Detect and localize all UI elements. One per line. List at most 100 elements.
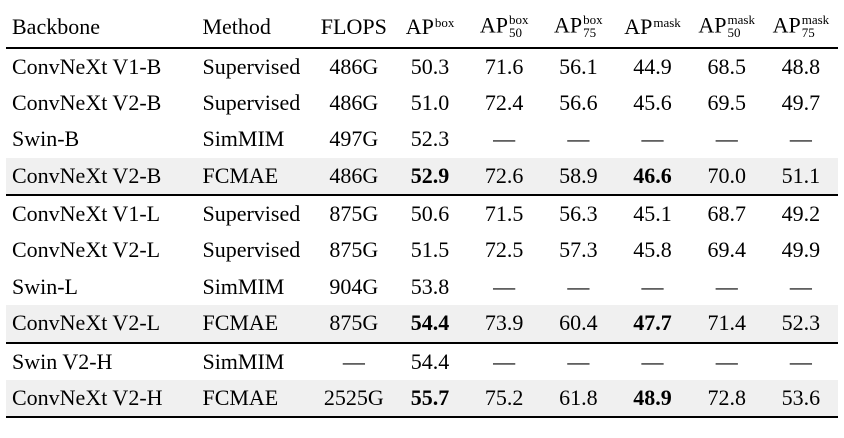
table-cell: —: [567, 348, 590, 374]
table-cell: SimMIM: [202, 126, 285, 152]
supsub-stack: mask 50: [727, 12, 755, 41]
table-cell: 57.3: [559, 237, 598, 263]
table-row: ConvNeXt V2-L Supervised 875G 51.5 72.5 57.3 4…: [6, 232, 838, 268]
table-cell: —: [715, 348, 738, 374]
table-cell: Swin V2-H: [12, 348, 113, 374]
table-cell: 75.2: [484, 385, 524, 411]
supsub-stack: box 75: [583, 12, 603, 41]
column-header-label: FLOPS: [320, 14, 387, 40]
column-header-label: AP: [772, 12, 801, 38]
table-cell: 71.6: [484, 53, 524, 79]
column-header-ap-box: APbox: [393, 3, 467, 48]
supsub-stack: mask 75: [801, 12, 830, 41]
table-cell: 49.9: [781, 237, 821, 263]
table-cell: 47.7: [633, 310, 672, 336]
table-cell: 72.4: [484, 89, 524, 115]
table-cell: 73.9: [484, 310, 524, 336]
table-cell: SimMIM: [202, 273, 285, 299]
table-cell: ConvNeXt V2-B: [12, 89, 162, 115]
table-cell: 60.4: [559, 310, 598, 336]
table-cell: 71.5: [484, 201, 524, 227]
table-cell: Supervised: [202, 89, 301, 115]
table-cell: Swin-L: [12, 273, 78, 299]
table-cell: 71.4: [707, 310, 746, 336]
column-header-flops: FLOPS: [315, 3, 393, 48]
column-header-method: Method: [196, 3, 314, 48]
column-header-backbone: Backbone: [6, 3, 196, 48]
table-cell: 54.4: [410, 348, 450, 374]
table-cell: —: [641, 348, 664, 374]
column-header-ap-mask-50: AP mask 50: [690, 3, 764, 48]
column-header-label: AP: [698, 12, 727, 38]
table-cell: 52.3: [781, 310, 821, 336]
table-cell: 486G: [329, 162, 379, 188]
table-cell: 56.3: [559, 201, 598, 227]
table-cell: 49.2: [781, 201, 821, 227]
table-cell: —: [715, 273, 738, 299]
table-row: ConvNeXt V1-B Supervised 486G 50.3 71.6 56.1 4…: [6, 48, 838, 85]
table-cell: FCMAE: [202, 385, 279, 411]
table-cell: Swin-B: [12, 126, 80, 152]
header-row: Backbone Method FLOPS APbox AP box 50 AP box 75 AP…: [6, 3, 838, 48]
table-cell: —: [493, 126, 516, 152]
column-header-label: AP: [405, 14, 434, 40]
table-cell: 53.8: [410, 273, 450, 299]
supsub-stack: box 50: [508, 12, 529, 41]
table-cell: 44.9: [633, 53, 672, 79]
table-cell: 875G: [329, 237, 379, 263]
table-row: ConvNeXt V2-B Supervised 486G 51.0 72.4 56.6 4…: [6, 85, 838, 121]
table-cell: 72.6: [484, 162, 524, 188]
table-cell: 49.7: [781, 89, 821, 115]
table-cell: 55.7: [410, 385, 450, 411]
table-cell: —: [493, 273, 516, 299]
table-cell: 51.1: [781, 162, 821, 188]
table-cell: Supervised: [202, 237, 301, 263]
table-cell: 54.4: [410, 310, 450, 336]
column-header-label: Backbone: [12, 14, 100, 40]
table-cell: 72.8: [707, 385, 746, 411]
table-cell: 875G: [329, 201, 379, 227]
table-cell: —: [641, 273, 664, 299]
table-cell: 69.4: [707, 237, 746, 263]
column-header-ap-box-50: AP box 50: [467, 3, 541, 48]
table-cell: 486G: [329, 53, 379, 79]
table-cell: 45.8: [633, 237, 672, 263]
table-cell: 61.8: [559, 385, 598, 411]
table-cell: 486G: [329, 89, 379, 115]
column-header-ap-mask-75: AP mask 75: [764, 3, 838, 48]
table-row: ConvNeXt V2-L FCMAE 875G 54.4 73.9 60.4 47.7 71…: [6, 305, 838, 343]
column-header-label: AP: [554, 12, 583, 38]
table-cell: 48.9: [633, 385, 672, 411]
table-cell: 50.3: [410, 53, 450, 79]
table-cell: 48.8: [781, 53, 821, 79]
table-cell: ConvNeXt V1-B: [12, 53, 162, 79]
table-cell: 904G: [329, 273, 379, 299]
table-cell: ConvNeXt V2-L: [12, 310, 161, 336]
table-cell: —: [789, 348, 812, 374]
table-cell: 46.6: [633, 162, 672, 188]
table-row: ConvNeXt V2-H FCMAE 2525G 55.7 75.2 61.8 48.9 7…: [6, 380, 838, 418]
table-cell: 875G: [329, 310, 379, 336]
results-table: Backbone Method FLOPS APbox AP box 50 AP box 75 AP…: [6, 3, 838, 418]
table-cell: 51.0: [410, 89, 450, 115]
superscript: mask: [653, 15, 681, 31]
table-cell: 52.9: [410, 162, 450, 188]
table-cell: ConvNeXt V2-H: [12, 385, 163, 411]
table-cell: 53.6: [781, 385, 821, 411]
table-cell: —: [493, 348, 516, 374]
paper-table-page: Backbone Method FLOPS APbox AP box 50 AP box 75 AP…: [6, 3, 838, 418]
table-cell: 70.0: [707, 162, 746, 188]
table-row: Swin-B SimMIM 497G 52.3 — — — — —: [6, 121, 838, 157]
table-cell: ConvNeXt V2-L: [12, 237, 161, 263]
table-cell: FCMAE: [202, 162, 279, 188]
table-cell: 51.5: [410, 237, 450, 263]
table-cell: SimMIM: [202, 348, 285, 374]
table-cell: FCMAE: [202, 310, 279, 336]
table-cell: 50.6: [410, 201, 450, 227]
table-cell: 68.7: [707, 201, 746, 227]
table-cell: 58.9: [559, 162, 598, 188]
table-cell: —: [567, 273, 590, 299]
table-cell: —: [789, 126, 812, 152]
column-header-ap-box-75: AP box 75: [541, 3, 615, 48]
table-row: Swin-L SimMIM 904G 53.8 — — — — —: [6, 269, 838, 305]
